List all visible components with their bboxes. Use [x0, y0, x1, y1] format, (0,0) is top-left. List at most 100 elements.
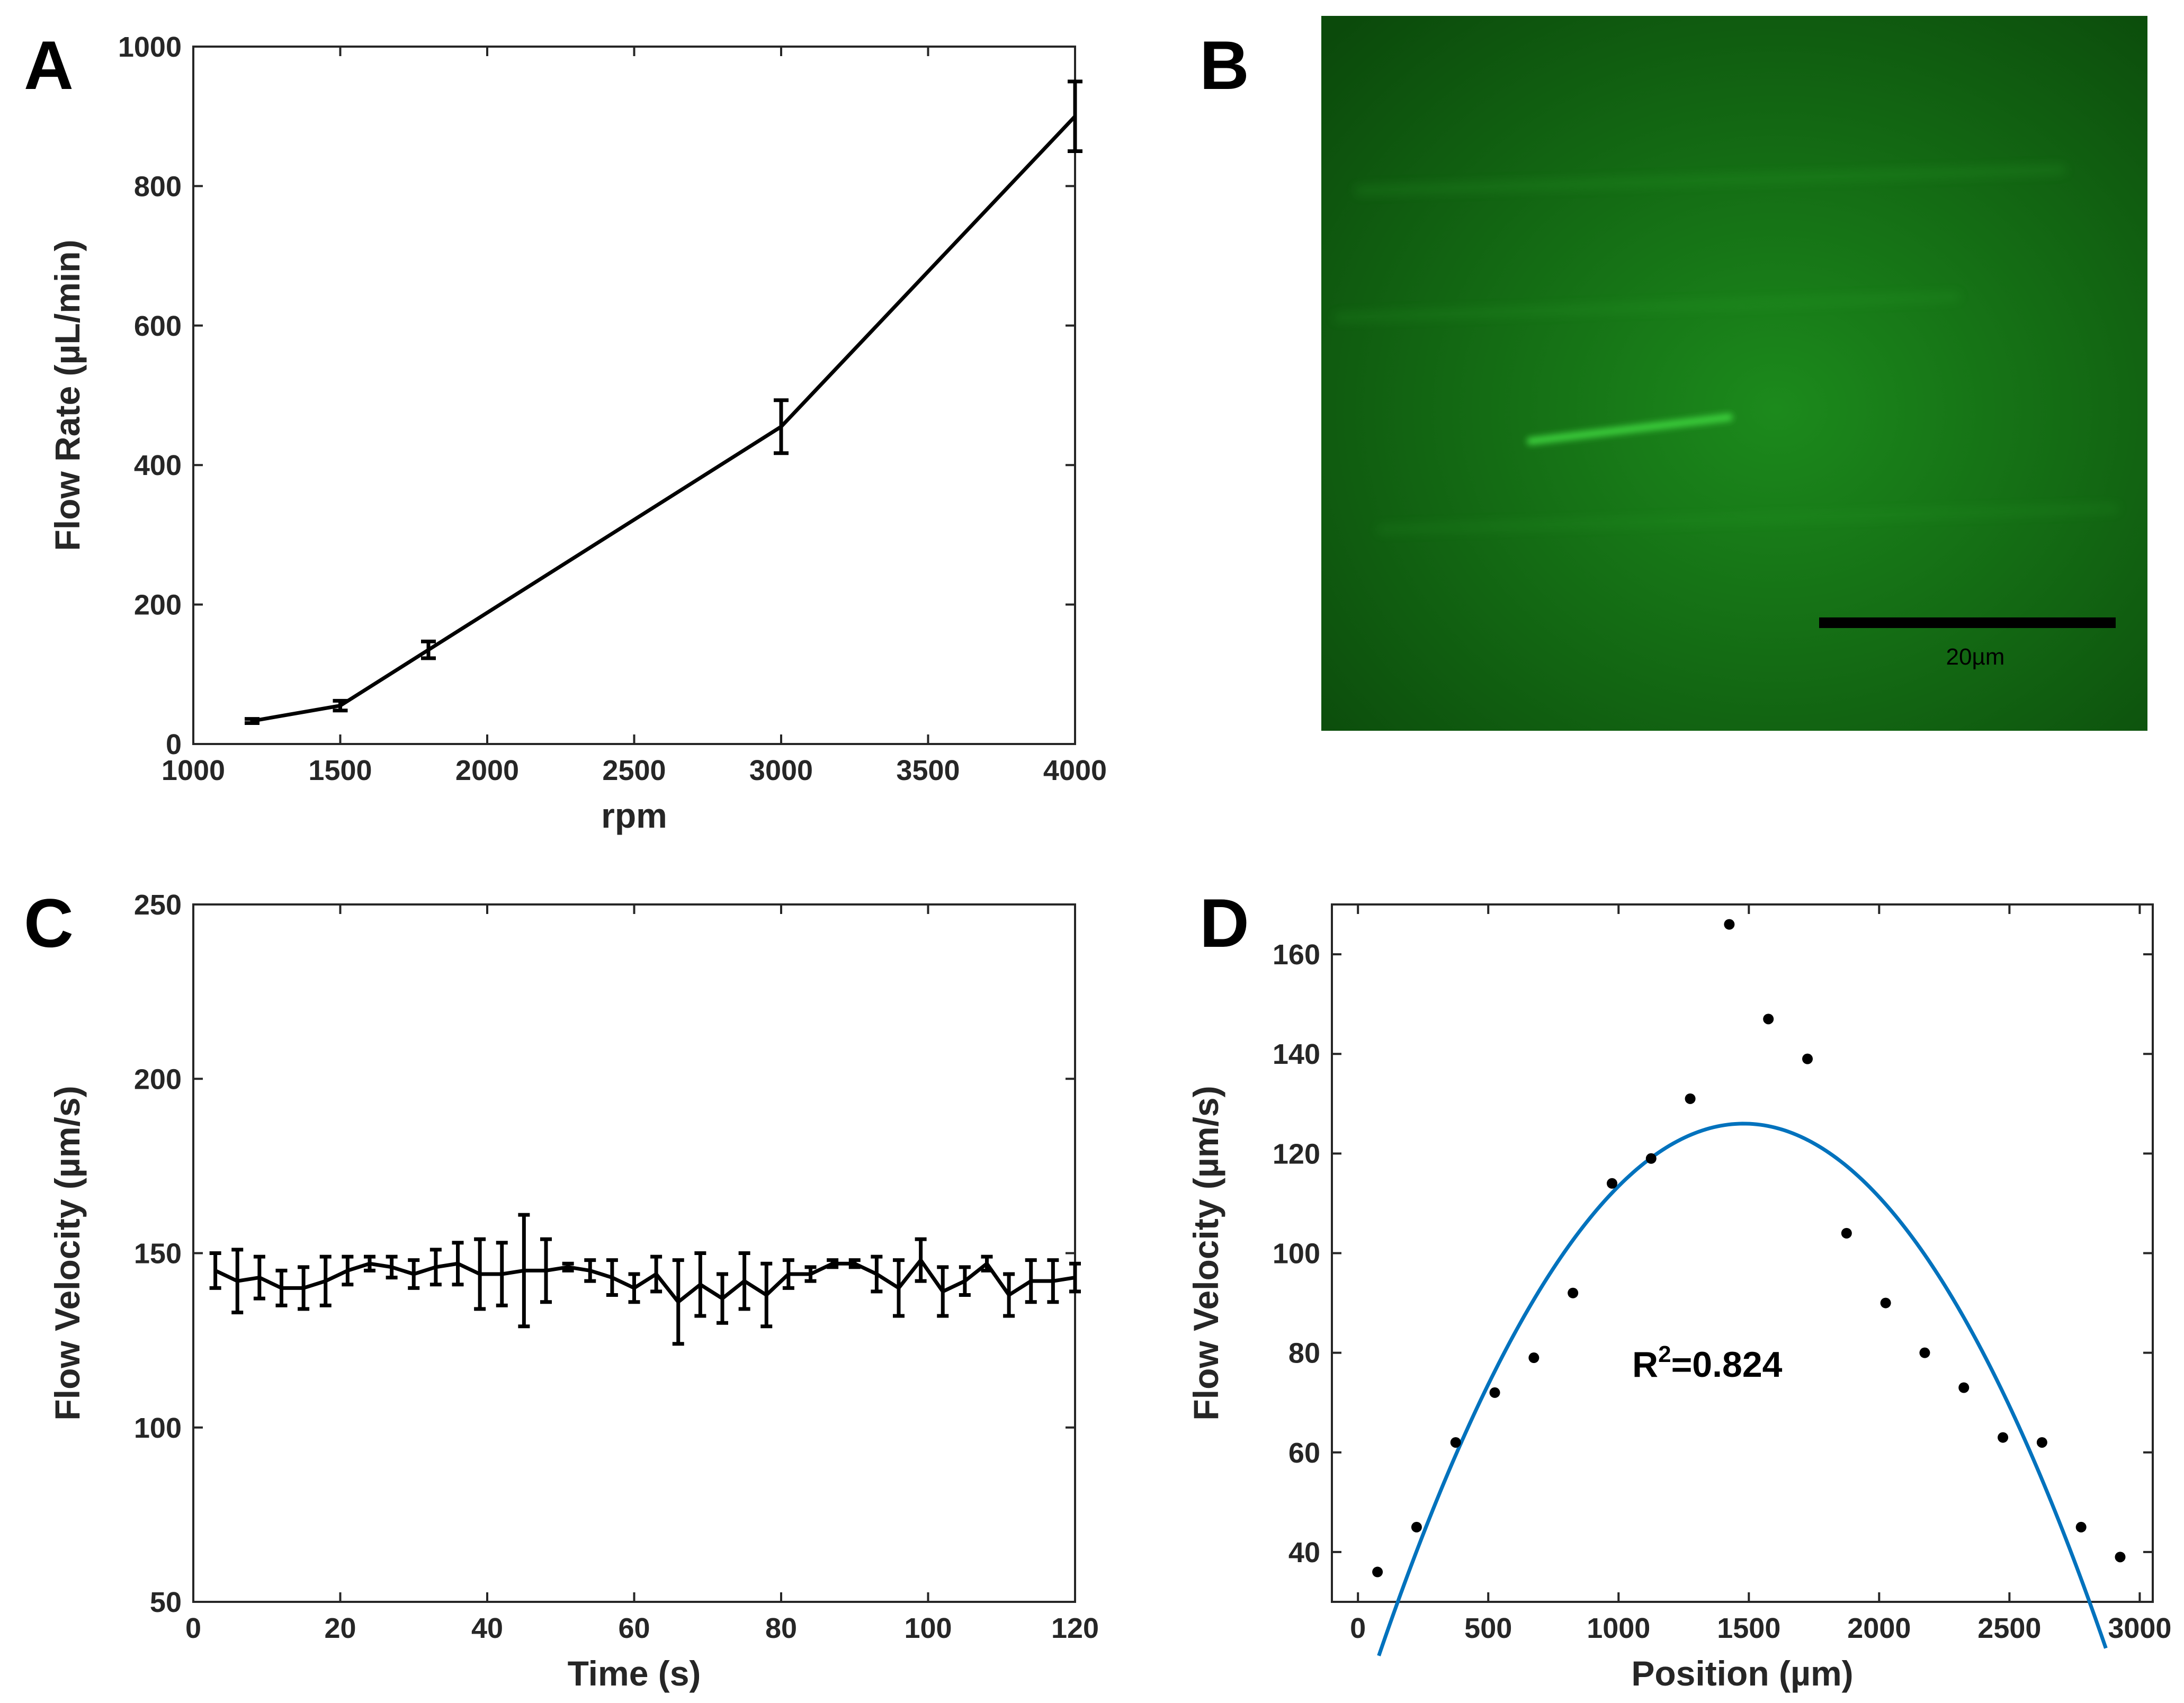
axes-box-d — [1331, 903, 2154, 1603]
y-tick-label-d: 100 — [1273, 1238, 1320, 1270]
y-axis-label-a: Flow Rate (µL/min) — [48, 239, 87, 551]
x-tick-label-c: 120 — [1051, 1612, 1099, 1644]
error-bar-c — [1003, 1272, 1015, 1318]
error-bar-c — [1025, 1258, 1037, 1304]
error-bar-c — [650, 1254, 663, 1294]
error-bar-c — [319, 1254, 332, 1307]
x-tick-label-a: 3000 — [749, 755, 813, 786]
y-tick-label-a: 0 — [166, 729, 182, 760]
x-tick-label-a: 1000 — [162, 755, 225, 786]
micrograph-faint-streak-2 — [1334, 293, 1960, 321]
x-tick-label-d: 2000 — [1847, 1612, 1911, 1644]
panel-letter-d: D — [1200, 884, 1249, 962]
y-tick-label-c: 100 — [134, 1412, 182, 1444]
panel-c-line-chart: C 0 20 40 60 80 100 120 50 100 150 200 250 Time (s) F… — [24, 884, 1099, 1693]
error-bar-c — [429, 1248, 442, 1287]
error-bar-a — [421, 639, 436, 660]
data-point-d — [1724, 919, 1735, 930]
data-point-d — [1802, 1053, 1813, 1064]
scale-bar — [1819, 617, 2116, 628]
error-bar-c — [342, 1254, 354, 1287]
x-tick-label-a: 3500 — [896, 755, 960, 786]
x-tick-label-a: 2500 — [602, 755, 666, 786]
x-tick-label-d: 1500 — [1717, 1612, 1780, 1644]
x-tick-label-a: 1500 — [308, 755, 372, 786]
scale-bar-label: 20µm — [1946, 644, 2005, 670]
data-line-a — [252, 115, 1077, 723]
error-bar-c — [562, 1261, 574, 1272]
x-tick-label-c: 40 — [471, 1612, 503, 1644]
x-tick-label-d: 0 — [1350, 1612, 1366, 1644]
y-tick-label-a: 800 — [134, 171, 182, 202]
error-bar-c — [959, 1265, 971, 1297]
panel-letter-c: C — [24, 884, 74, 962]
data-point-d — [1998, 1432, 2009, 1443]
data-point-d — [1919, 1347, 1930, 1358]
micrograph-particle-streak — [1527, 414, 1733, 445]
y-tick-label-a: 1000 — [118, 31, 182, 63]
micrograph-faint-streak-1 — [1355, 166, 2066, 194]
data-point-d — [1841, 1227, 1852, 1239]
error-bar-c — [893, 1258, 905, 1318]
data-point-d — [2115, 1552, 2126, 1563]
error-bar-c — [209, 1251, 221, 1290]
y-tick-label-a: 600 — [134, 310, 182, 342]
y-tick-label-d: 160 — [1273, 939, 1320, 971]
y-tick-label-c: 50 — [150, 1587, 182, 1618]
error-bar-c — [452, 1241, 464, 1287]
y-tick-label-d: 80 — [1288, 1338, 1320, 1369]
error-bar-c — [672, 1258, 684, 1346]
error-bar-c — [981, 1254, 993, 1272]
error-bar-c — [253, 1254, 265, 1301]
x-axis-label-c: Time (s) — [568, 1654, 701, 1693]
x-axis-label-d: Position (µm) — [1631, 1654, 1853, 1693]
error-bar-c — [540, 1237, 552, 1304]
data-point-d — [1958, 1382, 1970, 1393]
micrograph-background — [1321, 16, 2147, 731]
micrograph-faint-streak-3 — [1376, 505, 2119, 533]
error-bar-a — [245, 717, 259, 725]
data-point-d — [1606, 1178, 1617, 1189]
y-tick-label-a: 400 — [134, 450, 182, 481]
data-line-c — [214, 1258, 1076, 1304]
x-tick-label-c: 80 — [765, 1612, 797, 1644]
axes-box-c — [192, 903, 1076, 1603]
x-tick-label-a: 2000 — [455, 755, 519, 786]
error-bar-c — [1069, 1261, 1081, 1294]
data-point-d — [1568, 1287, 1579, 1298]
error-bar-c — [738, 1251, 750, 1311]
y-axis-label-d: Flow Velocity (µm/s) — [1186, 1086, 1225, 1420]
y-tick-label-c: 150 — [134, 1238, 182, 1270]
r-squared-value: =0.824 — [1671, 1345, 1783, 1385]
error-bar-c — [474, 1237, 486, 1311]
r-squared-base: R — [1632, 1345, 1658, 1385]
error-bar-c — [915, 1237, 927, 1283]
x-tick-label-c: 60 — [618, 1612, 650, 1644]
panel-a-line-chart: A 1000 1500 2000 2500 3000 3500 4000 0 200 400 600… — [24, 26, 1107, 835]
error-bar-a — [1068, 79, 1082, 154]
error-bar-c — [804, 1265, 817, 1283]
data-point-d — [1489, 1387, 1500, 1398]
y-axis-label-c: Flow Velocity (µm/s) — [48, 1086, 87, 1420]
y-tick-label-d: 120 — [1273, 1138, 1320, 1170]
y-tick-label-c: 250 — [134, 889, 182, 921]
y-tick-label-d: 40 — [1288, 1537, 1320, 1568]
x-tick-label-d: 3000 — [2108, 1612, 2171, 1644]
data-point-d — [1372, 1566, 1383, 1577]
r-squared-superscript: 2 — [1658, 1341, 1671, 1367]
error-bar-c — [408, 1258, 420, 1290]
data-point-d — [1528, 1352, 1539, 1364]
fit-curve-d — [1377, 1122, 2108, 1656]
r-squared-annotation: R2=0.824 — [1632, 1341, 1783, 1385]
error-bar-c — [694, 1251, 706, 1318]
data-point-d — [1763, 1014, 1774, 1025]
error-bar-a — [774, 398, 789, 455]
data-point-d — [1685, 1093, 1696, 1104]
error-bar-c — [364, 1254, 375, 1272]
x-tick-label-c: 0 — [185, 1612, 201, 1644]
error-bar-c — [275, 1268, 288, 1307]
error-bar-c — [628, 1272, 640, 1304]
axes-box-a — [192, 46, 1076, 745]
x-tick-label-d: 2500 — [1977, 1612, 2041, 1644]
error-bar-c — [386, 1254, 398, 1280]
